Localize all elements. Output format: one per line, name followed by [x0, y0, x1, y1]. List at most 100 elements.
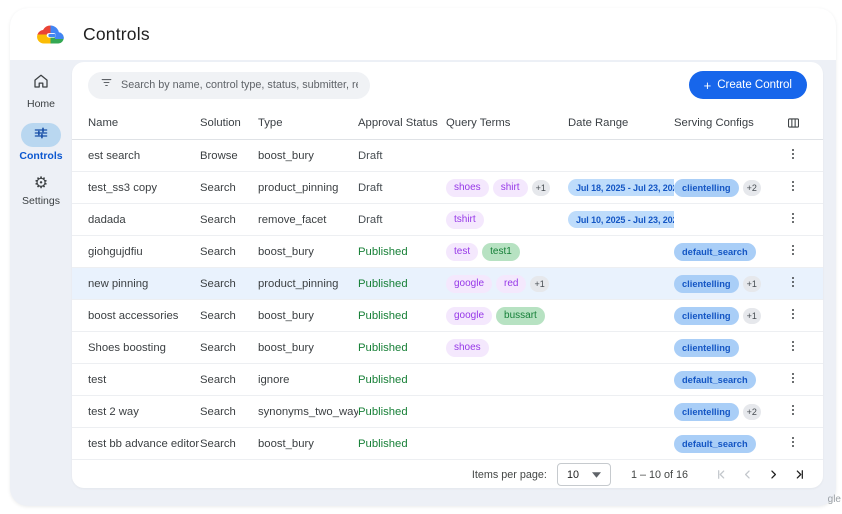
- table-header: Name Solution Type Approval Status Query…: [72, 107, 823, 140]
- table-row[interactable]: test bb advance editor Search boost_bury Pu…: [72, 428, 823, 460]
- extra-count-chip: +1: [530, 275, 549, 292]
- cell-serving-configs: clientelling +2: [674, 402, 779, 421]
- cell-type: boost_bury: [258, 309, 314, 322]
- search-input[interactable]: Search by name, control type, status, su…: [88, 71, 370, 99]
- cell-type: boost_bury: [258, 437, 314, 450]
- kebab-menu-icon: [786, 307, 800, 324]
- sidebar-item-home[interactable]: Home: [27, 72, 55, 110]
- column-header-date-range: Date Range: [568, 117, 629, 129]
- column-header-name: Name: [88, 117, 119, 129]
- status-text: Published: [358, 245, 408, 258]
- cell-solution: Search: [200, 405, 236, 418]
- pagination-range: 1 – 10 of 16: [630, 468, 688, 481]
- items-per-page-value: 10: [566, 468, 579, 481]
- cell-query-terms: google bussart: [446, 306, 568, 325]
- status-text: Draft: [358, 181, 383, 194]
- cell-query-terms: tshirt: [446, 210, 568, 229]
- create-control-button[interactable]: + Create Control: [688, 71, 807, 99]
- cell-name: giohgujdfiu: [88, 245, 143, 258]
- query-term-chip: shirt: [492, 178, 528, 197]
- table-row[interactable]: giohgujdfiu Search boost_bury Published test…: [72, 236, 823, 268]
- kebab-menu-icon: [786, 435, 800, 452]
- query-term-chip: shoes: [446, 338, 489, 357]
- cropped-watermark-text: gle: [827, 494, 841, 505]
- row-menu-button[interactable]: [779, 147, 807, 164]
- extra-count-chip: +1: [531, 179, 550, 196]
- row-menu-button[interactable]: [779, 435, 807, 452]
- cell-name: new pinning: [88, 277, 149, 290]
- column-header-type: Type: [258, 117, 283, 129]
- column-header-solution: Solution: [200, 117, 241, 129]
- sidebar-item-controls[interactable]: Controls: [19, 123, 63, 162]
- last-page-button[interactable]: [788, 463, 811, 486]
- cell-date-range: Jul 10, 2025 - Jul 23, 2025: [568, 211, 674, 228]
- table-row[interactable]: dadada Search remove_facet Draft tshirt Jul 1…: [72, 204, 823, 236]
- caret-down-icon: [591, 469, 601, 481]
- page-title: Controls: [83, 23, 150, 44]
- cell-serving-configs: default_search: [674, 242, 779, 261]
- cell-date-range: Jul 18, 2025 - Jul 23, 2025: [568, 179, 674, 196]
- tune-sliders-icon: [33, 125, 49, 146]
- cell-type: product_pinning: [258, 277, 339, 290]
- table-row[interactable]: Shoes boosting Search boost_bury Published s…: [72, 332, 823, 364]
- kebab-menu-icon: [786, 179, 800, 196]
- cell-solution: Search: [200, 309, 236, 322]
- pagination-nav: [710, 463, 811, 486]
- table-row[interactable]: test Search ignore Published default_search: [72, 364, 823, 396]
- status-text: Draft: [358, 149, 383, 162]
- serving-config-chip: clientelling: [674, 178, 739, 197]
- gear-icon: ⚙: [33, 175, 49, 192]
- row-menu-button[interactable]: [779, 211, 807, 228]
- row-menu-button[interactable]: [779, 307, 807, 324]
- home-icon: [32, 72, 50, 95]
- cell-solution: Search: [200, 181, 236, 194]
- status-text: Draft: [358, 213, 383, 226]
- column-header-approval-status: Approval Status: [358, 117, 438, 129]
- column-header-serving-configs: Serving Configs: [674, 117, 754, 129]
- cell-query-terms: shoes: [446, 338, 568, 357]
- items-per-page-select[interactable]: 10: [556, 463, 611, 486]
- row-menu-button[interactable]: [779, 371, 807, 388]
- table-body: est search Browse boost_bury Draft test_ss3 …: [72, 140, 823, 460]
- view-columns-icon[interactable]: [779, 116, 807, 130]
- next-page-button[interactable]: [762, 463, 785, 486]
- cell-serving-configs: default_search: [674, 370, 779, 389]
- sidebar-item-label: Settings: [22, 195, 60, 207]
- row-menu-button[interactable]: [779, 275, 807, 292]
- cell-name: test: [88, 373, 107, 386]
- status-text: Published: [358, 277, 408, 290]
- serving-config-chip: clientelling: [674, 402, 739, 421]
- kebab-menu-icon: [786, 403, 800, 420]
- table-row[interactable]: test 2 way Search synonyms_two_way Publishe…: [72, 396, 823, 428]
- content-card: Search by name, control type, status, su…: [72, 62, 823, 488]
- kebab-menu-icon: [786, 147, 800, 164]
- row-menu-button[interactable]: [779, 403, 807, 420]
- row-menu-button[interactable]: [779, 339, 807, 356]
- query-term-chip: google: [446, 274, 493, 293]
- serving-config-chip: clientelling: [674, 274, 739, 293]
- row-menu-button[interactable]: [779, 243, 807, 260]
- create-control-label: Create Control: [717, 79, 792, 91]
- extra-count-chip: +2: [742, 403, 761, 420]
- cell-solution: Search: [200, 437, 236, 450]
- status-text: Published: [358, 405, 408, 418]
- serving-config-chip: default_search: [674, 242, 756, 261]
- cell-solution: Search: [200, 277, 236, 290]
- table-row[interactable]: est search Browse boost_bury Draft: [72, 140, 823, 172]
- status-text: Published: [358, 437, 408, 450]
- table-row[interactable]: test_ss3 copy Search product_pinning Draft s…: [72, 172, 823, 204]
- sidebar-item-settings[interactable]: ⚙ Settings: [22, 175, 60, 208]
- app-window: Controls Home: [10, 8, 836, 506]
- column-header-query-terms: Query Terms: [446, 117, 511, 129]
- table-row[interactable]: boost accessories Search boost_bury Publish…: [72, 300, 823, 332]
- query-term-chip: red: [496, 274, 527, 293]
- cell-serving-configs: clientelling +1: [674, 306, 779, 325]
- status-text: Published: [358, 373, 408, 386]
- cell-type: ignore: [258, 373, 290, 386]
- cell-type: remove_facet: [258, 213, 327, 226]
- serving-config-chip: clientelling: [674, 338, 739, 357]
- row-menu-button[interactable]: [779, 179, 807, 196]
- table-row[interactable]: new pinning Search product_pinning Publishe…: [72, 268, 823, 300]
- sidebar: Home Controls ⚙ Settings: [10, 60, 72, 207]
